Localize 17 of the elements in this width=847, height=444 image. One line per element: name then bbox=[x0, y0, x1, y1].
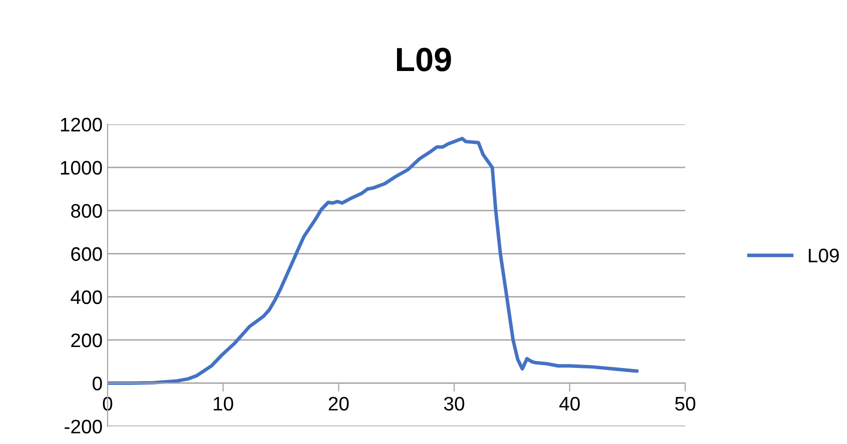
y-tick-label: 600 bbox=[71, 247, 102, 261]
x-tick-label: 30 bbox=[444, 396, 464, 411]
y-tick-label: -200 bbox=[64, 420, 102, 434]
y-tick-label: 0 bbox=[92, 376, 102, 390]
y-tick-label: 400 bbox=[70, 290, 102, 304]
x-tick-label: 0 bbox=[102, 396, 112, 411]
x-tick-label: 10 bbox=[214, 396, 234, 411]
y-tick-label: 1200 bbox=[60, 118, 102, 132]
y-tick-label: 1000 bbox=[60, 160, 102, 175]
line-series bbox=[108, 136, 638, 385]
x-tick-label: 50 bbox=[675, 396, 696, 411]
y-tick-label: 800 bbox=[71, 204, 102, 218]
legend-label: L09 bbox=[808, 248, 839, 262]
y-tick-label: 200 bbox=[71, 333, 102, 348]
chart-title: L09 bbox=[397, 48, 451, 72]
x-tick-label: 40 bbox=[559, 396, 580, 411]
x-tick-label: 20 bbox=[328, 396, 349, 411]
